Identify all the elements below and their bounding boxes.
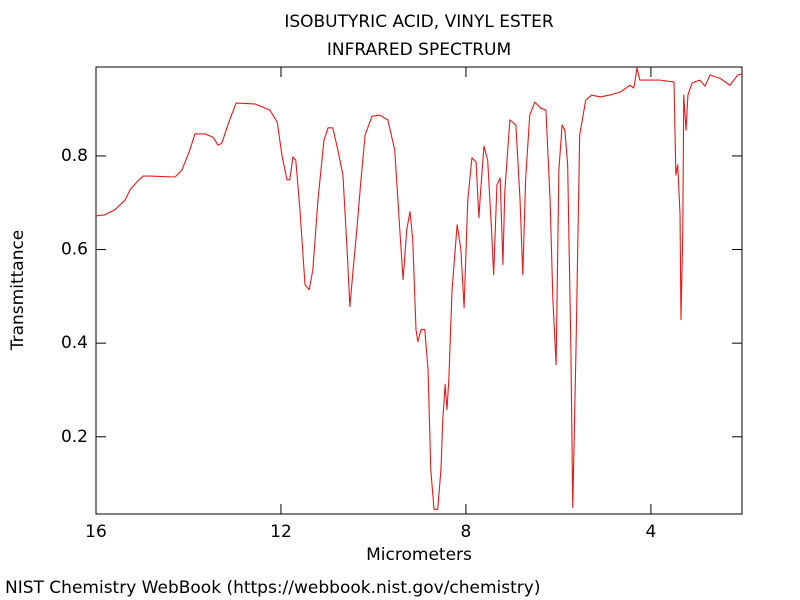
y-tick-label: 0.2 [61,427,88,447]
source-note: NIST Chemistry WebBook (https://webbook.… [5,578,540,598]
y-axis-label: Transmittance [8,230,28,352]
plot-frame [95,66,743,515]
x-tick-label: 12 [270,522,292,542]
chart-subtitle: INFRARED SPECTRUM [327,40,511,60]
spectrum-line [95,67,743,510]
y-tick-label: 0.8 [61,146,88,166]
y-tick-label: 0.6 [61,240,88,260]
y-tick-label: 0.4 [61,333,88,353]
x-tick-label: 8 [461,522,472,542]
x-axis-label: Micrometers [366,545,472,565]
x-tick-label: 4 [645,522,656,542]
x-tick-label: 16 [85,522,107,542]
chart-title: ISOBUTYRIC ACID, VINYL ESTER [284,12,554,32]
